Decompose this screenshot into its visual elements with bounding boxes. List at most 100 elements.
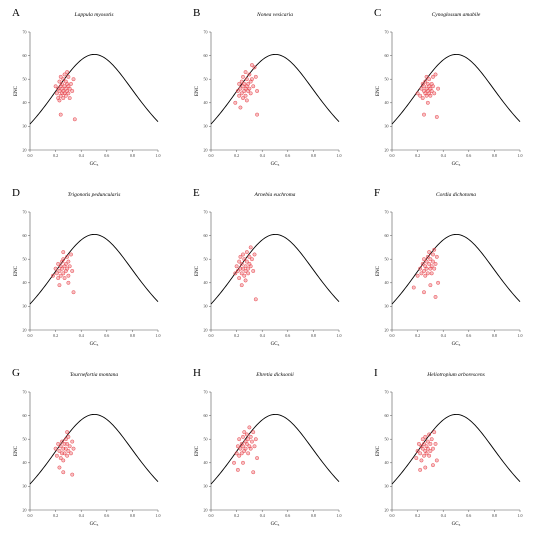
data-point: [233, 271, 238, 276]
y-axis-label: ENC: [195, 85, 200, 96]
x-axis-label: GC₃: [271, 342, 280, 347]
data-point: [63, 446, 68, 451]
data-point: [431, 446, 435, 451]
y-tick-label: 60: [385, 53, 389, 58]
data-point: [67, 86, 72, 91]
data-point: [429, 437, 434, 442]
data-point: [252, 444, 257, 449]
data-point: [424, 93, 429, 98]
data-point: [69, 252, 73, 257]
x-tick-label: 0.2: [234, 153, 239, 158]
data-point: [57, 98, 62, 103]
data-point: [234, 264, 239, 269]
panel-letter: F: [374, 187, 380, 199]
x-axis-label: GC₃: [90, 522, 99, 527]
panel-letter: H: [193, 367, 201, 379]
y-tick-label: 20: [204, 147, 208, 152]
data-point: [432, 91, 437, 96]
data-point: [57, 283, 62, 288]
panel-b: B Nonea vesicaria 20 30 40 50 60 70 0.0 0.2 0.4 0.6…: [193, 7, 342, 167]
data-point: [250, 63, 254, 67]
data-point: [62, 276, 67, 281]
x-tick-label: 0.2: [234, 513, 239, 518]
panel-a: A Lappula myosotis 20 30 40 50 60 70 0.0 0.2 0.4 0.…: [12, 7, 161, 167]
data-point: [234, 451, 239, 456]
expected-enc-curve: [210, 53, 340, 125]
data-point: [427, 432, 432, 437]
data-point: [255, 112, 260, 117]
data-point: [250, 257, 254, 262]
data-point: [436, 280, 441, 285]
x-tick-label: 0.2: [415, 513, 420, 518]
y-tick-label: 60: [385, 233, 389, 238]
data-point: [431, 463, 435, 468]
y-tick-label: 20: [385, 507, 389, 512]
data-point: [420, 96, 425, 101]
y-tick-label: 30: [204, 484, 208, 489]
data-point: [65, 430, 70, 435]
chart-title: Heliotropium arborescens: [426, 372, 485, 378]
data-point: [250, 77, 254, 82]
data-point: [243, 446, 248, 451]
data-point: [235, 444, 240, 449]
data-point: [58, 74, 63, 79]
data-point: [248, 264, 253, 269]
x-axis-label: GC₃: [90, 342, 99, 347]
y-tick-label: 50: [204, 257, 208, 262]
data-point: [246, 271, 251, 276]
data-point: [63, 261, 68, 266]
data-point: [425, 100, 430, 105]
axes: 20 30 40 50 60 70 0.0 0.2 0.4 0.6 0.8 1.0: [204, 209, 342, 338]
data-point: [66, 91, 71, 96]
y-tick-label: 40: [23, 280, 27, 285]
x-tick-label: 0.8: [130, 513, 135, 518]
data-point: [425, 254, 430, 259]
y-tick-label: 70: [385, 29, 389, 34]
data-point: [428, 93, 433, 98]
data-point: [66, 259, 71, 264]
y-tick-label: 20: [23, 147, 27, 152]
y-axis-label: ENC: [14, 265, 19, 276]
panel-i: I Heliotropium arborescens 20 30 40 50 60 70 0.0…: [374, 367, 523, 527]
data-point: [238, 446, 243, 451]
y-tick-label: 60: [204, 413, 208, 418]
x-tick-label: 0.8: [492, 333, 497, 338]
data-point: [62, 451, 67, 456]
y-tick-label: 70: [23, 389, 27, 394]
data-point: [237, 453, 242, 458]
data-point: [60, 81, 64, 86]
data-point: [419, 86, 424, 91]
panel-letter: C: [374, 7, 381, 19]
data-point: [54, 453, 59, 458]
data-point: [243, 269, 248, 273]
chart-title: Nonea vesicaria: [256, 12, 293, 18]
data-point: [420, 437, 425, 442]
y-axis-label: ENC: [14, 85, 19, 96]
data-point: [432, 430, 437, 435]
x-tick-label: 0.8: [492, 153, 497, 158]
data-point: [423, 273, 428, 278]
data-point: [70, 472, 75, 477]
data-point: [243, 70, 248, 75]
y-tick-label: 40: [385, 460, 389, 465]
data-point: [235, 89, 240, 93]
data-point: [71, 290, 76, 295]
data-point: [244, 250, 249, 255]
x-tick-label: 0.6: [285, 513, 290, 518]
data-point: [434, 115, 439, 119]
y-tick-label: 30: [385, 484, 389, 489]
x-tick-label: 0.4: [260, 333, 265, 338]
data-point: [428, 257, 433, 262]
panel-letter: I: [374, 367, 378, 379]
y-tick-label: 70: [23, 29, 27, 34]
y-tick-label: 30: [204, 124, 208, 129]
data-point: [429, 271, 434, 276]
x-tick-label: 0.4: [441, 153, 446, 158]
data-point: [418, 467, 423, 472]
y-tick-label: 50: [385, 437, 389, 442]
data-point: [428, 449, 433, 453]
data-point: [61, 96, 66, 101]
data-point: [243, 278, 248, 283]
x-axis-label: GC₃: [452, 162, 461, 167]
